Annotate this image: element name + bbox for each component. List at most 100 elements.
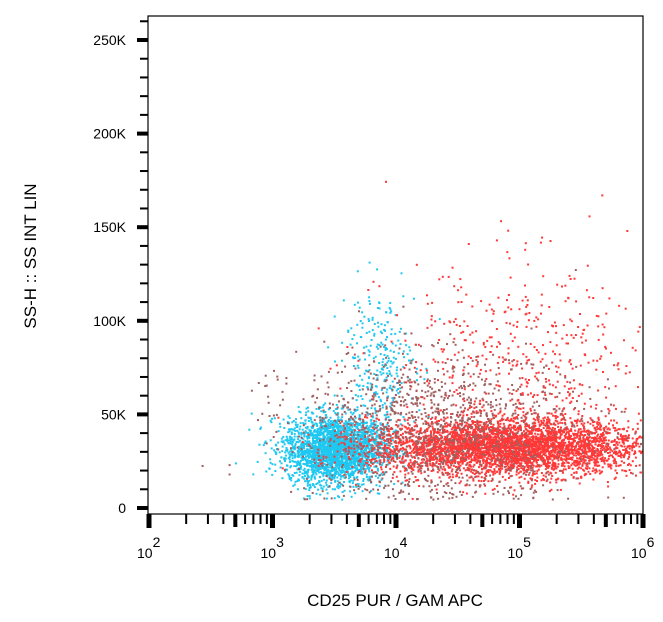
- data-point: [317, 463, 320, 466]
- data-point: [385, 416, 388, 419]
- data-point: [354, 462, 357, 465]
- data-point: [316, 470, 319, 473]
- data-point: [598, 472, 601, 475]
- data-point: [409, 349, 412, 352]
- data-point: [349, 411, 352, 414]
- data-point: [301, 457, 304, 460]
- data-point: [304, 426, 307, 429]
- data-point: [326, 475, 329, 478]
- data-point: [306, 427, 309, 430]
- data-point: [327, 346, 330, 349]
- data-point: [636, 427, 639, 430]
- data-point: [291, 457, 294, 460]
- data-point: [532, 417, 535, 420]
- data-point: [347, 463, 350, 466]
- data-point: [307, 443, 310, 446]
- data-point: [564, 422, 566, 424]
- data-point: [292, 446, 295, 448]
- data-point: [311, 483, 314, 486]
- data-point: [521, 431, 524, 434]
- data-point: [583, 427, 586, 430]
- data-point: [326, 447, 329, 450]
- data-point: [289, 440, 292, 443]
- data-point: [373, 465, 376, 468]
- data-point: [298, 428, 301, 431]
- data-point: [313, 449, 316, 452]
- data-point: [378, 455, 381, 458]
- data-point: [540, 423, 543, 426]
- data-point: [308, 479, 311, 482]
- data-point: [318, 481, 321, 484]
- data-points: [201, 180, 643, 501]
- data-point: [359, 466, 362, 469]
- data-point: [357, 424, 360, 426]
- data-point: [377, 476, 380, 479]
- data-point: [436, 420, 439, 423]
- data-point: [296, 455, 299, 458]
- data-point: [338, 441, 341, 444]
- data-point: [338, 451, 341, 454]
- data-point: [448, 453, 451, 456]
- data-point: [411, 439, 414, 442]
- data-point: [376, 374, 379, 377]
- data-point: [500, 455, 503, 458]
- data-point: [300, 450, 303, 453]
- data-point: [303, 449, 306, 452]
- data-point: [363, 372, 366, 375]
- data-point: [605, 439, 607, 442]
- data-point: [380, 341, 383, 344]
- data-point: [604, 415, 607, 418]
- data-point: [575, 459, 578, 462]
- data-point: [572, 438, 575, 441]
- data-point: [341, 359, 343, 362]
- data-point: [394, 314, 397, 317]
- data-point: [391, 380, 394, 383]
- data-point: [586, 421, 589, 424]
- data-point: [341, 461, 344, 464]
- data-point: [353, 365, 355, 367]
- data-point: [310, 476, 313, 479]
- data-point: [318, 452, 321, 455]
- data-point: [321, 453, 324, 456]
- data-point: [394, 460, 397, 463]
- data-point: [311, 453, 314, 456]
- data-point: [606, 481, 609, 483]
- data-point: [313, 423, 316, 426]
- data-point: [499, 451, 502, 454]
- data-point: [360, 483, 363, 486]
- data-point: [348, 448, 351, 451]
- data-point: [332, 437, 335, 440]
- data-point: [274, 463, 277, 466]
- data-point: [377, 443, 380, 446]
- data-point: [387, 416, 390, 419]
- data-point: [293, 465, 296, 468]
- data-point: [572, 434, 575, 437]
- data-point: [339, 462, 342, 465]
- data-point: [368, 475, 371, 478]
- data-point: [613, 462, 616, 465]
- data-point: [309, 455, 312, 458]
- data-point: [321, 427, 324, 430]
- data-point: [369, 464, 372, 467]
- data-point: [352, 473, 355, 476]
- data-point: [328, 472, 331, 474]
- data-point: [372, 445, 375, 447]
- data-point: [351, 450, 354, 453]
- data-point: [322, 446, 325, 449]
- data-point: [359, 336, 362, 338]
- data-point: [637, 412, 640, 415]
- data-point: [464, 469, 467, 472]
- data-point: [320, 456, 323, 459]
- data-point: [348, 429, 351, 432]
- data-point: [460, 428, 463, 431]
- data-point: [397, 339, 400, 342]
- data-point: [361, 456, 364, 459]
- data-point: [388, 448, 391, 451]
- data-point: [468, 461, 471, 463]
- data-point: [592, 457, 595, 460]
- data-point: [561, 458, 564, 461]
- data-point: [273, 449, 276, 452]
- data-point: [344, 420, 347, 423]
- data-point: [552, 431, 555, 434]
- data-point: [380, 472, 383, 475]
